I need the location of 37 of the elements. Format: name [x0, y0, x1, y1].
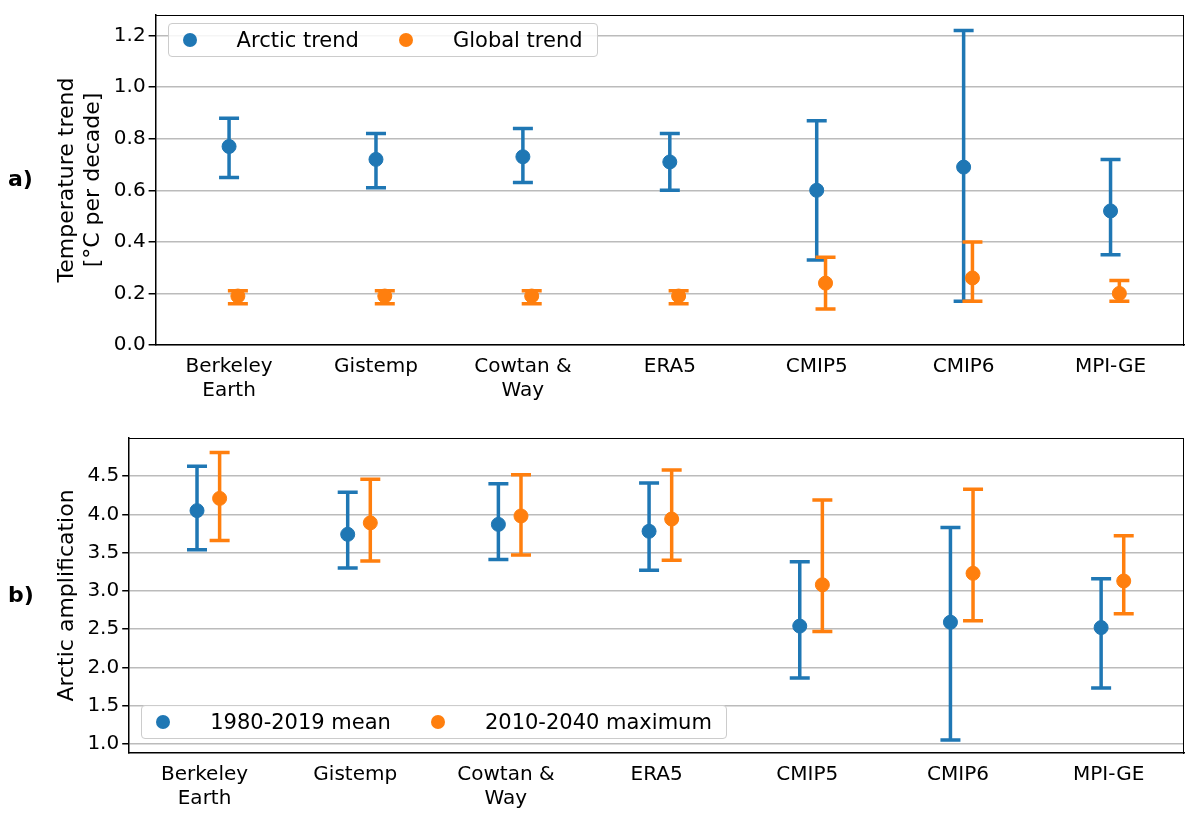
y-tick-label: 1.2: [113, 21, 146, 46]
y-tick-label: 0.8: [113, 124, 146, 149]
x-tick-label: ERA5: [630, 761, 683, 786]
y-tick-label: 3.0: [87, 577, 120, 602]
legend-label: Global trend: [452, 28, 583, 52]
x-tick-label: Berkeley Earth: [160, 761, 249, 810]
x-tick-label: CMIP6: [927, 761, 989, 786]
y-tick-label: 0.6: [113, 176, 146, 201]
y-tick-label: 1.0: [113, 73, 146, 98]
y-tick-label: 1.5: [87, 691, 120, 716]
y-tick-label: 0.4: [113, 228, 146, 253]
legend-label: Arctic trend: [236, 28, 359, 52]
legend-label: 1980-2019 mean: [210, 710, 391, 734]
x-tick-label: ERA5: [643, 353, 696, 378]
x-tick-label: Gistemp: [313, 761, 398, 786]
y-tick-label: 4.5: [87, 462, 120, 487]
y-tick-label: 0.2: [113, 279, 146, 304]
y-axis-title: Temperature trend [°C per decade]: [52, 77, 105, 284]
x-tick-label: Cowtan & Way: [457, 761, 555, 810]
x-tick-label: CMIP5: [776, 761, 839, 786]
y-tick-label: 2.0: [87, 653, 120, 678]
x-tick-label: Cowtan & Way: [474, 353, 572, 402]
text: b): [8, 581, 34, 607]
y-tick-label: 3.5: [87, 538, 120, 563]
x-tick-label: CMIP5: [785, 353, 848, 378]
y-tick-label: 2.5: [87, 615, 120, 640]
legend-label: 2010-2040 maximum: [484, 710, 712, 734]
x-tick-label: MPI-GE: [1073, 761, 1145, 786]
x-tick-label: MPI-GE: [1074, 353, 1147, 378]
x-tick-label: Berkeley Earth: [185, 353, 273, 402]
x-tick-label: Gistemp: [334, 353, 418, 378]
y-tick-label: 0.0: [113, 331, 146, 356]
text: a): [8, 166, 33, 191]
x-tick-label: CMIP6: [932, 353, 995, 378]
y-tick-label: 1.0: [87, 730, 120, 755]
y-axis-title: Arctic amplification: [52, 489, 78, 702]
y-tick-label: 4.0: [87, 500, 120, 525]
